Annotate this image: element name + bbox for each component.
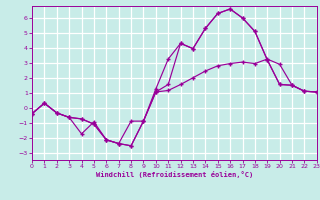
- X-axis label: Windchill (Refroidissement éolien,°C): Windchill (Refroidissement éolien,°C): [96, 171, 253, 178]
